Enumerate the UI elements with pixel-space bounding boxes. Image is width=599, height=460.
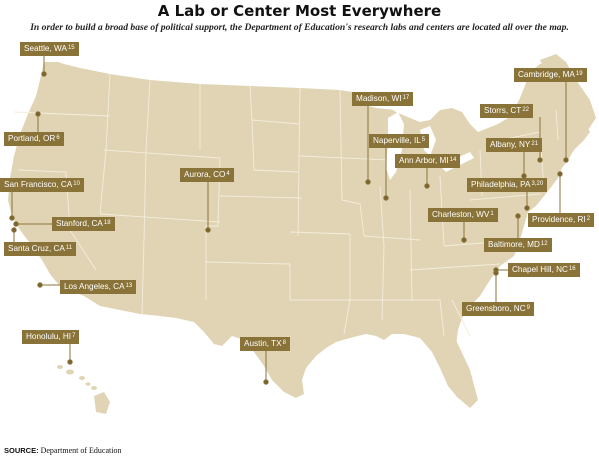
hawaii [57,365,110,414]
callout-cambridge: Cambridge, MA19 [514,68,587,82]
callout-count: 18 [103,220,111,226]
callout-annarbor: Ann Arbor, MI14 [395,154,461,168]
callout-label: Los Angeles, CA [64,282,125,291]
us-land [8,62,590,404]
baltimore-dot [515,213,521,219]
callout-count: 13 [125,283,133,289]
callout-austin: Austin, TX8 [240,337,290,351]
storrs-dot [537,157,543,163]
callout-providence: Providence, RI2 [528,213,595,227]
callout-label: Portland, OR [8,134,56,143]
greensboro-dot [493,270,499,276]
santacruz-dot [11,227,17,233]
callout-albany: Albany, NY21 [486,138,543,152]
austin-dot [263,379,269,385]
charleston-dot [461,237,467,243]
callout-honolulu: Honolulu, HI7 [22,330,80,344]
callout-label: Providence, RI [532,215,586,224]
callout-sanfrancisco: San Francisco, CA10 [0,178,84,192]
callout-count: 8 [282,340,286,346]
callout-label: Charleston, WV [432,210,490,219]
florida [440,340,478,408]
callout-philadelphia: Philadelphia, PA3,20 [467,178,548,192]
callout-label: Storrs, CT [484,106,522,115]
source-label: SOURCE: [4,446,39,455]
callout-label: Stanford, CA [56,219,103,228]
callout-count: 12 [540,241,548,247]
callout-aurora: Aurora, CO4 [180,168,234,182]
callout-count: 17 [402,95,410,101]
callout-count: 10 [73,181,80,187]
callout-seattle: Seattle, WA15 [20,42,79,56]
callout-label: Cambridge, MA [518,70,575,79]
annarbor-dot [424,183,430,189]
callout-count: 1 [490,211,494,217]
callout-chapelhill: Chapel Hill, NC16 [508,263,580,277]
callout-count: 16 [568,266,576,272]
callout-charleston: Charleston, WV1 [428,208,498,222]
callout-label: Albany, NY [490,140,531,149]
cambridge-dot [563,157,569,163]
callout-label: Ann Arbor, MI [399,156,449,165]
callout-label: Austin, TX [244,339,282,348]
callout-losangeles: Los Angeles, CA13 [60,280,137,294]
callout-baltimore: Baltimore, MD12 [484,238,552,252]
callout-label: Santa Cruz, CA [8,244,65,253]
callout-count: 21 [531,141,539,147]
callout-label: Honolulu, HI [26,332,72,341]
seattle-dot [41,71,47,77]
page-title: A Lab or Center Most Everywhere [157,2,442,20]
callout-santacruz: Santa Cruz, CA11 [4,242,77,256]
callout-count: 7 [72,333,76,339]
naperville-dot [383,195,389,201]
source-note: SOURCE: Department of Education [4,446,121,455]
callout-label: Naperville, IL [373,136,421,145]
page-subtitle: In order to build a broad base of politi… [30,22,569,33]
callout-label: San Francisco, CA [4,180,73,189]
callout-count: 2 [586,216,591,222]
leaders [9,56,569,385]
callout-count: 11 [65,245,73,251]
callout-count: 9 [526,305,530,311]
honolulu-dot [67,359,73,365]
callout-count: 22 [522,107,529,113]
madison-dot [365,179,371,185]
philadelphia-dot [524,205,530,211]
callout-storrs: Storrs, CT22 [480,104,533,118]
callout-count: 4 [226,171,230,177]
callout-count: 6 [56,135,60,141]
callout-label: Chapel Hill, NC [512,265,568,274]
portland-dot [35,111,41,117]
stanford-dot [13,221,19,227]
callout-naperville: Naperville, IL5 [369,134,430,148]
callout-count: 19 [575,71,583,77]
callout-label: Philadelphia, PA [471,180,531,189]
callout-count: 3,20 [531,181,544,187]
callout-count: 14 [449,157,457,163]
source-text: Department of Education [40,446,122,455]
callout-label: Greensboro, NC [466,304,526,313]
losangeles-dot [37,282,43,288]
providence-dot [557,171,563,177]
callout-label: Baltimore, MD [488,240,540,249]
callout-greensboro: Greensboro, NC9 [462,302,534,316]
callout-label: Seattle, WA [24,44,67,53]
callout-label: Aurora, CO [184,170,226,179]
sanfrancisco-dot [9,215,15,221]
callout-count: 5 [421,137,426,143]
aurora-dot [205,227,211,233]
callout-portland: Portland, OR6 [4,132,64,146]
callout-madison: Madison, WI17 [352,92,414,106]
callout-count: 15 [67,45,75,51]
callout-label: Madison, WI [356,94,402,103]
callout-stanford: Stanford, CA18 [52,217,115,231]
